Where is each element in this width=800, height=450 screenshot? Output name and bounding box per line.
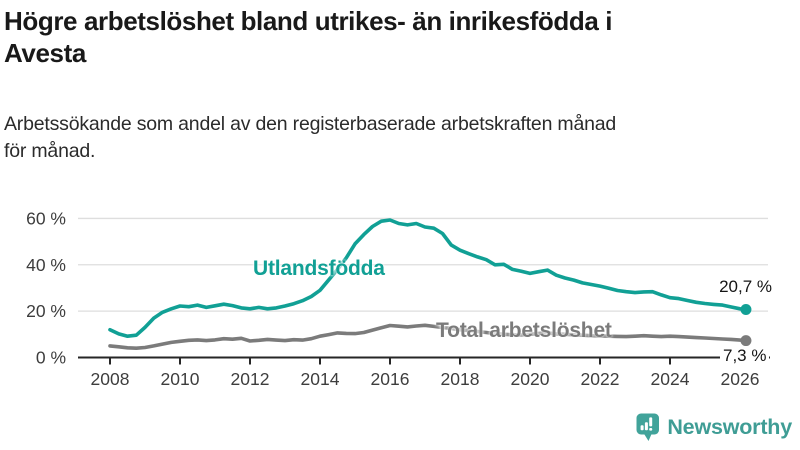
end-dot-utlandsf-dda [740,304,752,316]
gridlines [78,217,768,312]
series-label-total-arbetsloshet: Total arbetslöshet [436,319,612,342]
newsworthy-bubble-chart-icon [636,413,660,441]
y-axis-tick-labels: 0 % 20 % 40 % 60 % [26,208,66,367]
end-value-label-total: 7,3 % [720,346,770,366]
chart-subtitle-line1: Arbetssökande som andel av den registerb… [4,113,617,135]
newsworthy-logo: Newsworthy [636,413,792,442]
end-value-label-utlandsfodda: 20,7 % [719,277,772,296]
y-tick-label: 60 % [26,208,66,228]
x-tick-label: 2016 [371,369,410,389]
y-tick-label: 40 % [26,255,66,275]
chart-title: Högre arbetslöshet bland utrikes- än inr… [4,5,790,69]
chart-title-line2: Avesta [4,38,86,68]
y-tick-label: 0 % [36,348,66,368]
x-tick-label: 2026 [721,369,760,389]
series-line-utlandsf-dda [108,218,748,339]
x-tick-label: 2008 [91,369,130,389]
newsworthy-wordmark: Newsworthy [667,415,792,439]
end-dot-total-arbetsl-shet [740,335,752,347]
x-axis [78,356,770,365]
x-tick-label: 2022 [581,369,620,389]
chart-subtitle-line2: för månad. [4,140,96,162]
x-tick-label: 2012 [231,369,270,389]
chart-subtitle: Arbetssökande som andel av den registerb… [4,111,790,165]
y-tick-label: 20 % [26,301,66,321]
data-lines [108,218,748,351]
x-tick-label: 2014 [301,369,340,389]
x-tick-label: 2020 [511,369,550,389]
series-label-utlandsfodda: Utlandsfödda [253,257,385,280]
x-tick-label: 2010 [161,369,200,389]
x-tick-label: 2024 [651,369,690,389]
x-tick-label: 2018 [441,369,480,389]
end-point-markers [740,304,752,347]
series-line-total-arbetsl-shet [108,323,748,351]
x-axis-tick-labels: 2008 2010 2012 2014 2016 2018 2020 2022 2024 2026 [91,369,760,389]
chart-title-line1: Högre arbetslöshet bland utrikes- än inr… [4,6,613,36]
